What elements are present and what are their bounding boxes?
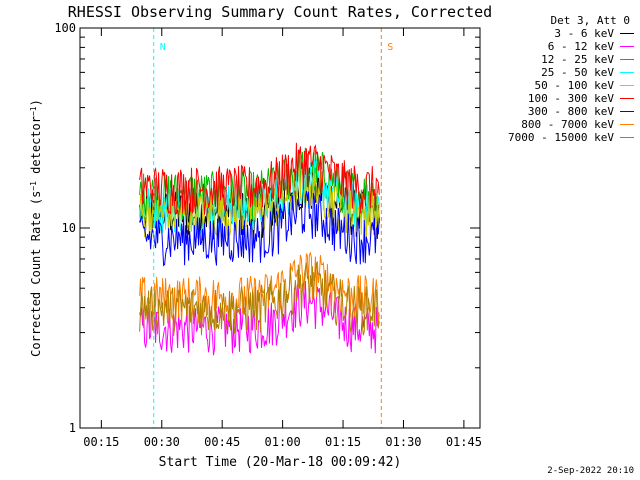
legend-swatch [620, 33, 634, 34]
legend-item-4: 25 - 50 keV [484, 66, 634, 79]
series-line-2 [139, 280, 380, 356]
legend-swatch [620, 59, 634, 60]
legend-item-6: 100 - 300 keV [484, 92, 634, 105]
y-tick-label-2: 10 [62, 221, 76, 235]
series-line-7 [139, 190, 380, 267]
legend-label: 50 - 100 keV [534, 79, 614, 92]
y-tick-label-3: 100 [54, 21, 76, 35]
annotation-label-2: S [387, 42, 393, 53]
x-tick-label-1: 00:15 [83, 435, 119, 449]
x-tick-label-7: 01:45 [446, 435, 482, 449]
legend-label: 25 - 50 keV [541, 66, 614, 79]
legend-label: 300 - 800 keV [527, 105, 614, 118]
legend-item-9: 7000 - 15000 keV [484, 131, 634, 144]
legend-title: Det 3, Att 0 [550, 14, 630, 27]
legend-item-7: 300 - 800 keV [484, 105, 634, 118]
legend: Det 3, Att 0 3 - 6 keV 6 - 12 keV 12 - 25 … [484, 14, 634, 144]
legend-swatch [620, 46, 634, 47]
x-tick-label-4: 01:00 [265, 435, 301, 449]
legend-swatch [620, 72, 634, 73]
x-axis-label: Start Time (20-Mar-18 00:09:42) [159, 455, 402, 470]
legend-label: 6 - 12 keV [547, 40, 614, 53]
series-line-4 [139, 159, 380, 235]
legend-swatch [620, 137, 634, 138]
legend-label: 800 - 7000 keV [521, 118, 614, 131]
legend-label: 100 - 300 keV [527, 92, 614, 105]
legend-label: 7000 - 15000 keV [508, 131, 614, 144]
legend-label: 12 - 25 keV [541, 53, 614, 66]
x-tick-label-5: 01:15 [325, 435, 361, 449]
legend-item-3: 12 - 25 keV [484, 53, 634, 66]
annotation-label-1: N [160, 42, 166, 53]
legend-label: 3 - 6 keV [554, 27, 614, 40]
y-axis-label: Corrected Count Rate (s−1 detector−1) [29, 99, 44, 357]
x-tick-label-6: 01:30 [385, 435, 421, 449]
series-line-9 [139, 262, 380, 337]
x-tick-label-2: 00:30 [144, 435, 180, 449]
legend-swatch [620, 98, 634, 99]
legend-swatch [620, 85, 634, 86]
y-tick-label-1: 1 [69, 421, 76, 435]
series-line-8 [139, 251, 380, 326]
legend-swatch [620, 124, 634, 125]
legend-item-5: 50 - 100 keV [484, 79, 634, 92]
x-tick-label-3: 00:45 [204, 435, 240, 449]
chart-title: RHESSI Observing Summary Count Rates, Co… [68, 3, 492, 21]
legend-item-8: 800 - 7000 keV [484, 118, 634, 131]
legend-item-2: 6 - 12 keV [484, 40, 634, 53]
axes-layer: 1 10 100 00:15 00:30 00:45 01:00 01:15 01:30 01:4… [54, 21, 482, 449]
plot-frame [79, 27, 481, 429]
series-line-6 [139, 142, 380, 216]
footer-date: 2-Sep-2022 20:10 [547, 466, 634, 476]
legend-swatch [620, 111, 634, 112]
legend-item-1: 3 - 6 keV [484, 27, 634, 40]
